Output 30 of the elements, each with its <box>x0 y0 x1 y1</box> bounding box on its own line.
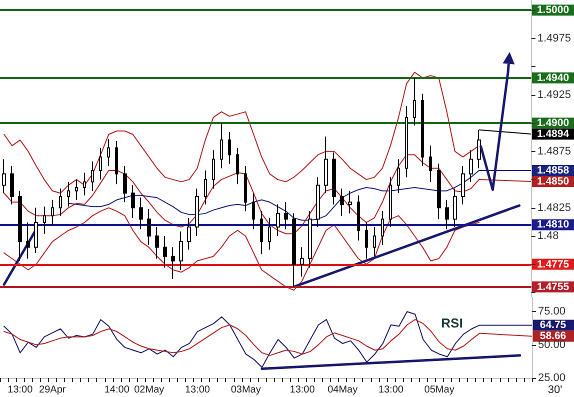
y-tick-label: 1.48 <box>537 230 559 242</box>
data-label: 1.4858 <box>536 164 570 177</box>
ref-line-label: 1.4940 <box>536 72 570 84</box>
x-tick-label: 14:00 <box>104 384 130 396</box>
y-tick-label: 1.4875 <box>537 145 572 158</box>
text: 30' <box>548 384 562 396</box>
x-tick-label: 02May <box>134 384 164 396</box>
x-tick-label: 05May <box>424 384 454 396</box>
y-tick-label: 1.4825 <box>537 202 572 214</box>
x-tick-label: 13:00 <box>378 384 404 396</box>
text: 1.4894 <box>536 128 570 140</box>
ref-line-label: 1.4900 <box>536 117 570 130</box>
x-tick-label: 13:00 <box>184 384 210 396</box>
annotation: RSI <box>441 316 463 330</box>
ref-line-label: 1.4810 <box>536 218 570 231</box>
data-label: 1.4850 <box>536 176 570 188</box>
x-tick-label: 13:00 <box>8 384 34 396</box>
x-tick-label: 13:00 <box>290 384 316 396</box>
y-tick-label: 1.4975 <box>537 32 572 44</box>
data-label: 64.75 <box>540 319 566 332</box>
ref-line-label: 1.5000 <box>536 4 570 16</box>
x-tick-label: 03May <box>230 384 261 396</box>
x-tick-label: 29Apr <box>39 384 66 396</box>
y-tick-label: 1.4925 <box>537 88 572 101</box>
y-tick-label: 50.00 <box>538 338 566 351</box>
ref-line-label: 1.4755 <box>536 280 570 293</box>
ref-line-label: 1.4775 <box>536 258 570 270</box>
x-tick-label: 04May <box>328 384 358 396</box>
y-tick-label: 75.00 <box>538 306 566 318</box>
y-tick-label: 25.00 <box>538 372 566 384</box>
